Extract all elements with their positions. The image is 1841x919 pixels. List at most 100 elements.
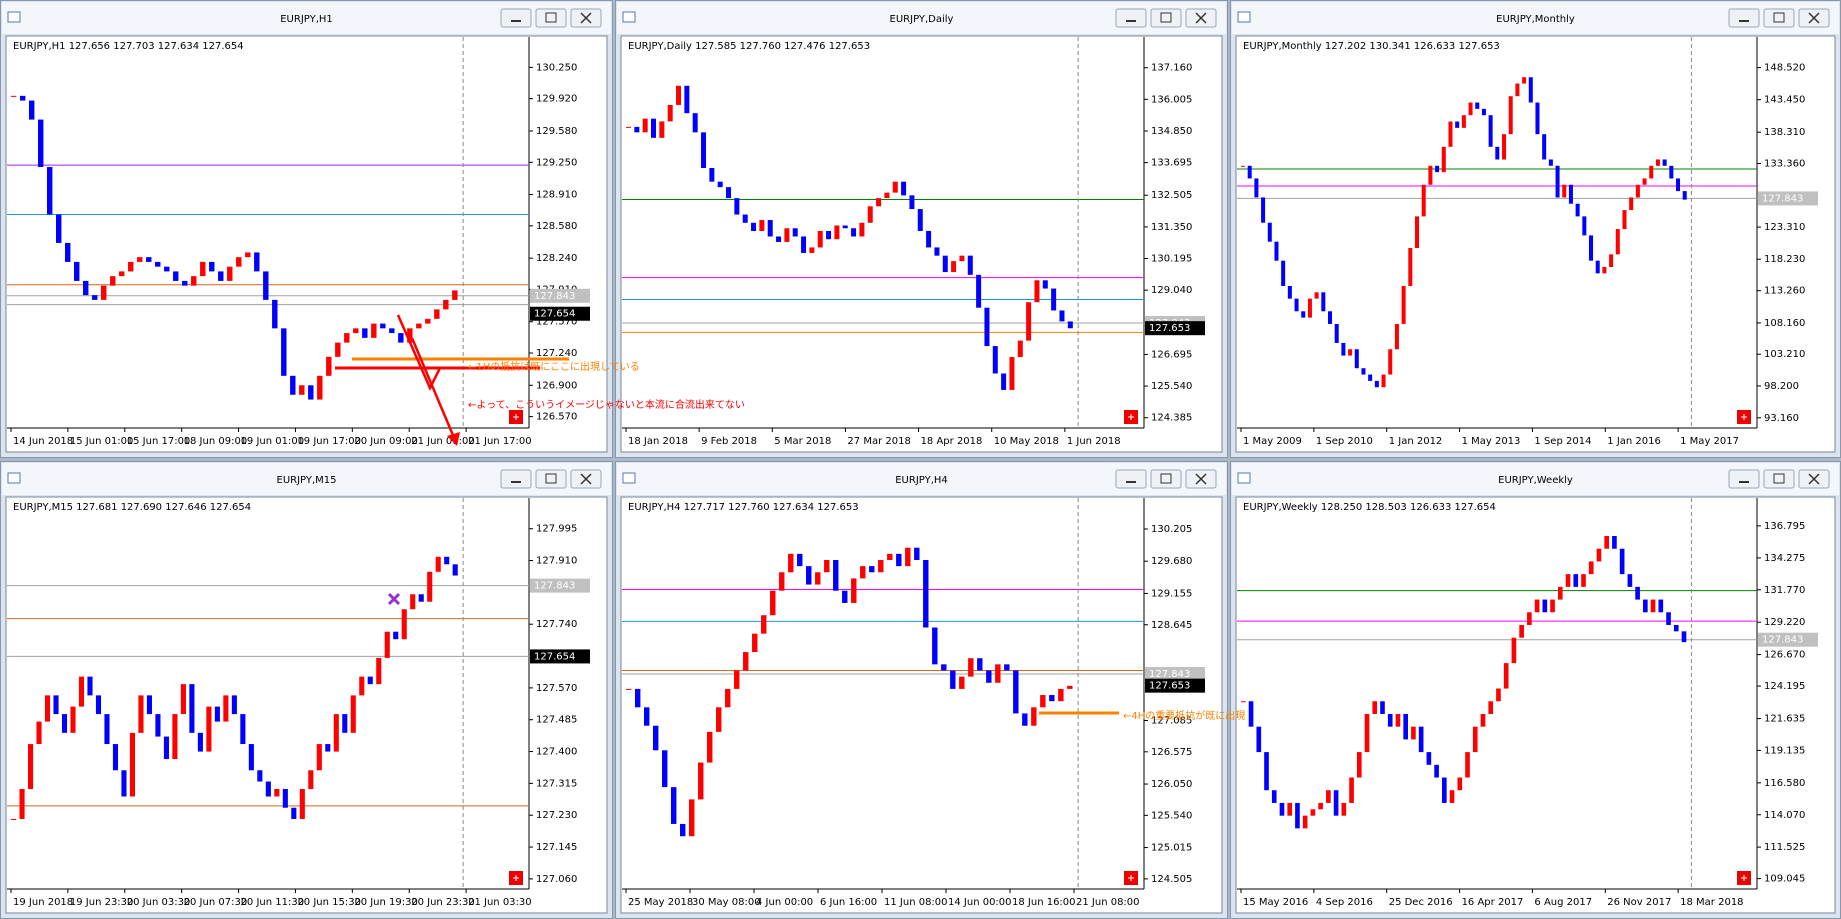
- candle: [692, 113, 698, 133]
- candle: [1034, 280, 1040, 303]
- annotation: ←1Hの抵抗は既にここに出現している: [468, 360, 640, 373]
- candle: [214, 706, 220, 722]
- candle: [667, 104, 673, 122]
- candle: [634, 126, 640, 133]
- candle: [380, 323, 386, 329]
- alert-glyph: [513, 875, 519, 881]
- candle: [384, 631, 390, 658]
- candle: [1595, 260, 1600, 274]
- window-icon: [622, 11, 636, 23]
- window-icon: [622, 472, 636, 484]
- candle: [1356, 752, 1362, 778]
- candle: [1314, 292, 1319, 299]
- candle: [407, 328, 413, 343]
- candle: [833, 559, 839, 591]
- minimize-button[interactable]: [1115, 8, 1147, 28]
- candle: [138, 695, 144, 733]
- plot: [1237, 37, 1757, 428]
- x-tick-label: 18 Jan 2018: [628, 436, 688, 447]
- candle: [1261, 197, 1266, 223]
- candle: [164, 266, 170, 272]
- candle: [860, 566, 866, 579]
- x-tick-label: 1 Jan 2012: [1389, 436, 1443, 447]
- x-tick-label: 20 Jun 07:30: [184, 897, 248, 908]
- candle: [676, 85, 682, 105]
- candle: [626, 688, 632, 690]
- candle: [443, 299, 449, 310]
- candle: [1341, 802, 1347, 816]
- candle: [240, 714, 246, 745]
- candle: [11, 818, 17, 820]
- candle: [914, 547, 920, 560]
- y-tick-label: 128.240: [536, 253, 577, 264]
- candle: [917, 209, 923, 231]
- candle: [350, 695, 356, 733]
- candle: [1619, 548, 1625, 575]
- alert-glyph: [1741, 875, 1747, 881]
- candle: [1515, 83, 1520, 97]
- candle: [1058, 688, 1064, 702]
- minimize-button[interactable]: [500, 469, 532, 489]
- y-tick-label: 127.995: [536, 524, 577, 535]
- maximize-button[interactable]: [1150, 469, 1182, 489]
- candle: [20, 95, 26, 101]
- candle: [434, 309, 440, 319]
- y-tick-label: 131.770: [1764, 585, 1805, 596]
- y-tick-label: 127.230: [536, 810, 577, 821]
- drawn-marker: [387, 592, 401, 606]
- maximize-button[interactable]: [535, 8, 567, 28]
- drawn-path: [396, 314, 442, 391]
- candle: [272, 299, 278, 329]
- plot: [622, 498, 1144, 889]
- candle: [1421, 184, 1426, 217]
- candle: [308, 385, 314, 400]
- candle: [761, 615, 767, 634]
- minimize-button[interactable]: [1115, 469, 1147, 489]
- candle: [779, 572, 785, 591]
- candle: [1031, 707, 1037, 726]
- candle: [401, 609, 407, 640]
- window-title: EURJPY,H1: [280, 14, 333, 25]
- minimize-button[interactable]: [500, 8, 532, 28]
- candle: [734, 198, 740, 215]
- maximize-button[interactable]: [1150, 8, 1182, 28]
- chart-area: [5, 35, 608, 453]
- candle: [959, 255, 965, 262]
- maximize-button[interactable]: [1763, 8, 1795, 28]
- chart-area: [1235, 35, 1836, 453]
- maximize-button[interactable]: [535, 469, 567, 489]
- x-tick-label: 21 Jun 03:30: [468, 897, 532, 908]
- candle: [788, 553, 794, 573]
- candle: [1403, 713, 1408, 740]
- candle: [1642, 178, 1647, 185]
- minimize-button[interactable]: [1728, 8, 1760, 28]
- candle: [1411, 726, 1416, 740]
- candle: [1455, 121, 1460, 128]
- candle: [959, 676, 965, 689]
- candle: [11, 95, 17, 97]
- candle: [56, 214, 62, 243]
- y-tick-label: 121.635: [1764, 714, 1805, 725]
- x-tick-label: 20 Jun 23:30: [411, 897, 475, 908]
- candle: [1241, 701, 1246, 703]
- y-tick-label: 129.920: [536, 94, 577, 105]
- y-tick-label: 127.085: [1151, 716, 1192, 727]
- candle: [1326, 790, 1331, 803]
- candle: [231, 695, 237, 715]
- candle: [206, 706, 212, 752]
- candle: [1287, 285, 1292, 299]
- candle: [986, 670, 992, 683]
- price-box: [1145, 678, 1205, 693]
- candle: [70, 706, 76, 733]
- price-box: [530, 288, 590, 303]
- candle: [792, 228, 798, 237]
- candle: [1321, 292, 1326, 312]
- x-tick-label: 19 Jun 01:00: [241, 436, 305, 447]
- minimize-button[interactable]: [1728, 469, 1760, 489]
- candle: [27, 744, 34, 790]
- y-tick-label: 125.540: [1151, 810, 1192, 821]
- candle: [968, 658, 974, 677]
- y-tick-label: 138.310: [1764, 127, 1805, 138]
- maximize-button[interactable]: [1763, 469, 1795, 489]
